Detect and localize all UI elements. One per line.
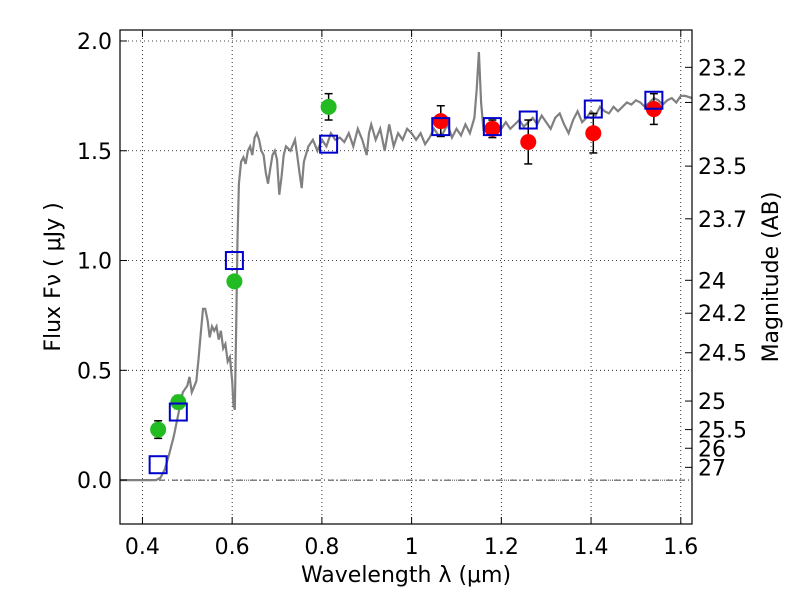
magnitude-tick-label: 23.5 [698, 155, 747, 180]
observed-point [585, 125, 602, 142]
x-tick-label: 0.4 [125, 535, 160, 560]
magnitude-tick-label: 27 [698, 456, 726, 481]
observed-point [484, 120, 501, 137]
model-photometry-square [319, 134, 339, 154]
magnitude-tick-label: 24.2 [698, 302, 747, 327]
observed-point [432, 113, 449, 130]
y-tick-label: 0.0 [77, 469, 112, 494]
spectrum-series [120, 51, 693, 482]
x-tick-label: 1 [405, 535, 419, 560]
y-tick-label: 1.0 [77, 250, 112, 275]
magnitude-tick-label: 25 [698, 390, 726, 415]
plot-frame [119, 29, 693, 525]
magnitude-tick-label: 24.5 [698, 342, 747, 367]
model-photometry-square [583, 99, 603, 119]
magnitude-tick-label: 26 [698, 437, 726, 462]
spectrum-line [120, 51, 693, 482]
x-tick-label: 0.6 [215, 535, 250, 560]
x-axis-label: Wavelength λ (μm) [301, 563, 511, 588]
y-axis-right-label: Magnitude (AB) [759, 192, 784, 363]
model-photometry-square [482, 117, 502, 137]
magnitude-tick-label: 23.2 [698, 56, 747, 81]
magnitude-tick-label: 25.5 [698, 419, 747, 444]
x-tick-label: 1.2 [484, 535, 519, 560]
magnitude-tick-label: 23.3 [698, 91, 747, 116]
observed-point [520, 133, 537, 150]
grid [120, 30, 692, 524]
model-photometry-square [644, 90, 664, 110]
x-tick-labels: 0.4 0.6 0.8 1 1.2 1.4 1.6 [125, 535, 698, 560]
y-tick-label: 0.5 [77, 359, 112, 384]
observed-point [320, 98, 337, 115]
magnitude-tick-label: 23.7 [698, 208, 747, 233]
y-axis-label: Flux Fν ( μJy ) [41, 202, 66, 351]
observed-point [170, 394, 187, 411]
observed-point [150, 421, 167, 438]
y-tick-label: 1.5 [77, 140, 112, 165]
error-bars [154, 92, 658, 440]
axis-ticks [120, 30, 692, 524]
magnitude-tick-label: 24 [698, 269, 726, 294]
x-tick-label: 0.8 [304, 535, 339, 560]
model-photometry-square [224, 251, 244, 271]
y-tick-labels: 0.0 0.5 1.0 1.5 2.0 [77, 30, 112, 494]
model-photometry-square [431, 117, 451, 137]
model-photometry-square [148, 455, 168, 475]
x-tick-label: 1.6 [663, 535, 698, 560]
markers [148, 90, 664, 475]
x-tick-label: 1.4 [574, 535, 609, 560]
model-photometry-square [168, 402, 188, 422]
y-tick-label: 2.0 [77, 30, 112, 55]
observed-point [226, 273, 243, 290]
model-photometry-square [518, 110, 538, 130]
